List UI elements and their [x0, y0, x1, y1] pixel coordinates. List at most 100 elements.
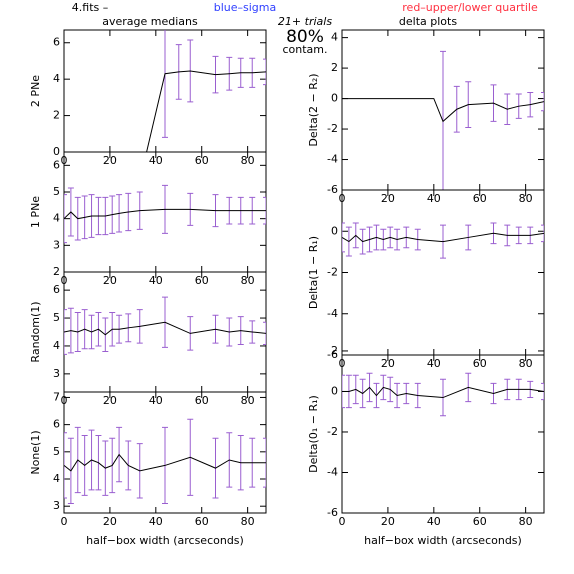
y-tick-label: 6 [53, 418, 60, 431]
error-bar [541, 91, 544, 112]
y-axis-label: 2 PNe [29, 75, 42, 107]
error-bar [64, 309, 67, 355]
error-bar [64, 432, 67, 499]
median-line [64, 208, 266, 220]
y-tick-label: 0 [331, 92, 338, 105]
plot-area [64, 418, 266, 504]
right-title: delta plots [399, 15, 457, 28]
x-tick-label: 60 [195, 394, 209, 407]
plot-area [64, 296, 266, 355]
y-tick-label: 7 [53, 390, 60, 403]
plot-frame [341, 354, 545, 514]
y-tick-label: 2 [53, 109, 60, 122]
plot-area [146, 30, 266, 152]
error-bar [342, 374, 345, 409]
y-tick-label: 6 [53, 158, 60, 171]
y-tick-label: 3 [53, 499, 60, 512]
x-axis-label: half−box width (arcseconds) [86, 534, 244, 547]
x-tick-label: 20 [103, 274, 117, 287]
x-tick-label: 40 [149, 394, 163, 407]
x-tick-label: 40 [149, 274, 163, 287]
x-tick-label: 80 [241, 394, 255, 407]
error-bar [263, 321, 266, 346]
error-bar [263, 58, 266, 86]
x-tick-label: 60 [195, 154, 209, 167]
trials-label: 21+ trials [278, 15, 332, 28]
y-tick-label: 0 [331, 224, 338, 237]
contam-label: contam. [282, 43, 327, 56]
y-axis-label: None(1) [29, 430, 42, 474]
x-tick-label: 60 [473, 192, 487, 205]
x-tick-label: 40 [427, 192, 441, 205]
error-bar [263, 437, 266, 488]
y-axis-label: 1 PNe [29, 196, 42, 228]
x-tick-label: 20 [103, 515, 117, 528]
y-axis-label: Delta(2 − R₂) [307, 73, 320, 146]
x-tick-label: 20 [381, 515, 395, 528]
y-tick-label: 2 [53, 265, 60, 278]
y-tick-label: 2 [331, 61, 338, 74]
file-label: 4.fits – [72, 1, 108, 14]
x-tick-label: 80 [241, 515, 255, 528]
x-tick-label: 80 [519, 515, 533, 528]
x-tick-label: 60 [195, 515, 209, 528]
x-axis-label: half−box width (arcseconds) [364, 534, 522, 547]
y-tick-label: 0 [53, 145, 60, 158]
median-line [342, 386, 544, 399]
y-tick-label: -4 [327, 153, 338, 166]
median-line [64, 321, 266, 336]
y-tick-label: 6 [53, 36, 60, 49]
plot-area [342, 222, 544, 259]
plot-area [64, 184, 266, 244]
x-tick-label: 20 [381, 192, 395, 205]
y-tick-label: -6 [327, 348, 338, 361]
y-tick-label: 5 [53, 311, 60, 324]
y-tick-label: 5 [53, 185, 60, 198]
y-tick-label: -6 [327, 506, 338, 519]
y-tick-label: -2 [327, 122, 338, 135]
x-tick-label: 20 [103, 154, 117, 167]
y-axis-label: Delta(1 − R₁) [307, 236, 320, 309]
x-tick-label: 40 [149, 515, 163, 528]
median-line [342, 232, 544, 243]
y-axis-label: Delta(0₁ − R₁) [307, 395, 320, 473]
y-tick-label: 4 [53, 72, 60, 85]
x-tick-label: 40 [427, 515, 441, 528]
y-tick-label: 3 [53, 367, 60, 380]
y-tick-label: -2 [327, 425, 338, 438]
y-tick-label: -4 [327, 465, 338, 478]
x-tick-label: 60 [473, 357, 487, 370]
error-bar [541, 382, 544, 401]
x-tick-label: 80 [519, 357, 533, 370]
y-tick-label: 6 [53, 283, 60, 296]
median-line [64, 453, 266, 472]
x-tick-label: 0 [61, 515, 68, 528]
error-bar [263, 196, 266, 225]
y-tick-label: 4 [331, 31, 338, 44]
error-bar [64, 194, 67, 244]
x-tick-label: 0 [339, 515, 346, 528]
y-tick-label: 3 [53, 238, 60, 251]
x-tick-label: 20 [381, 357, 395, 370]
y-tick-label: -2 [327, 266, 338, 279]
y-tick-label: 4 [53, 339, 60, 352]
plot-area [342, 372, 544, 417]
panel: 0 20 40 60 80 3 4 5 6 7 None(1) half−box width (arc… [29, 390, 267, 547]
plot-area [342, 50, 544, 190]
x-tick-label: 80 [519, 192, 533, 205]
x-tick-label: 40 [427, 357, 441, 370]
y-tick-label: 0 [331, 384, 338, 397]
sigma-legend: blue–sigma [214, 1, 277, 14]
y-axis-label: Random(1) [29, 301, 42, 362]
x-tick-label: 60 [195, 274, 209, 287]
error-bar [342, 222, 345, 253]
x-tick-label: 80 [241, 154, 255, 167]
x-tick-label: 40 [149, 154, 163, 167]
plot-frame [341, 189, 545, 356]
